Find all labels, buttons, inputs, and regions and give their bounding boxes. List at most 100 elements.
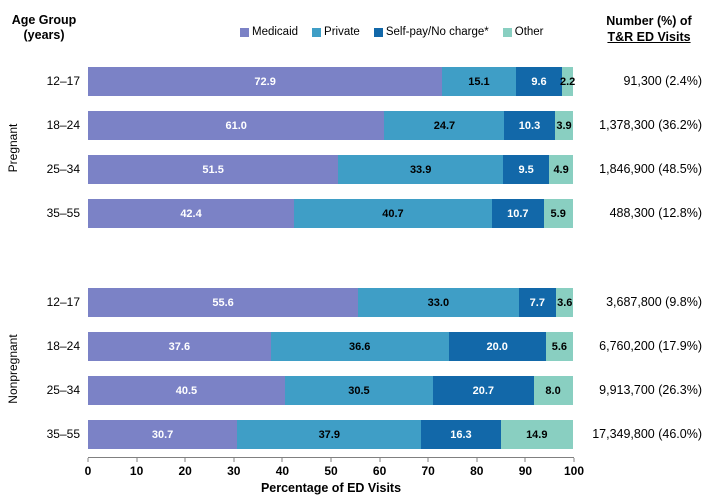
axis-tick-label: 20: [178, 464, 192, 478]
legend-label: Other: [514, 26, 544, 38]
bar-value-label: 5.6: [551, 340, 568, 353]
legend-item-medicaid: Medicaid: [240, 26, 298, 38]
bar-value-label: 15.1: [468, 75, 490, 88]
bar-value-label: 40.5: [175, 384, 198, 397]
bar-segment-self-pay-no-charge: 9.6: [515, 67, 563, 96]
bar-value-label: 20.7: [472, 384, 495, 397]
axis-tick: [136, 458, 138, 462]
bar-segment-medicaid: 61.0: [88, 111, 385, 140]
axis-tick: [524, 458, 526, 462]
legend-label: Private: [324, 26, 360, 38]
row-total: 1,846,900 (48.5%): [599, 162, 702, 176]
row-total: 6,760,200 (17.9%): [599, 339, 702, 353]
bar-value-label: 10.7: [507, 207, 529, 220]
legend-item-other: Other: [502, 26, 544, 38]
bar-row-pregnant-12-17: 72.9 15.1 9.6 2.2: [88, 67, 576, 96]
bar-segment-other: 3.9: [554, 111, 574, 140]
axis-tick-label: 0: [84, 464, 92, 478]
age-label-nonpregnant-25-34: 25–34: [46, 383, 80, 397]
right-header: Number (%) of T&R ED Visits: [592, 13, 706, 45]
bar-segment-other: 3.6: [556, 288, 574, 317]
axis-tick-label: 80: [470, 464, 484, 478]
bar-value-label: 24.7: [433, 119, 456, 132]
age-label-pregnant-35-55: 35–55: [46, 206, 80, 220]
bar-segment-other: 14.9: [500, 420, 573, 449]
row-total: 17,349,800 (46.0%): [592, 427, 702, 441]
axis-tick: [476, 458, 478, 462]
row-total: 9,913,700 (26.3%): [599, 383, 702, 397]
row-total: 3,687,800 (9.8%): [606, 295, 702, 309]
age-label-pregnant-12-17: 12–17: [46, 74, 80, 88]
axis-tick-label: 90: [518, 464, 533, 478]
age-group-header-line1: Age Group: [11, 13, 77, 27]
bar-segment-private: 15.1: [442, 67, 516, 96]
age-label-pregnant-18-24: 18–24: [46, 118, 80, 132]
bar-segment-medicaid: 51.5: [88, 155, 339, 184]
bar-value-label: 4.9: [553, 163, 569, 176]
age-group-header-line2: (years): [23, 28, 65, 42]
x-axis-label: Percentage of ED Visits: [260, 481, 402, 495]
bar-row-nonpregnant-35-55: 30.7 37.9 16.3 14.9: [88, 420, 574, 449]
bar-value-label: 5.9: [550, 207, 566, 220]
axis-tick-label: 30: [227, 464, 241, 478]
bar-segment-private: 40.7: [294, 199, 492, 228]
bar-row-pregnant-35-55: 42.4 40.7 10.7 5.9: [88, 199, 574, 228]
age-label-nonpregnant-35-55: 35–55: [46, 427, 80, 441]
bar-segment-private: 36.6: [270, 332, 449, 361]
bar-segment-other: 4.9: [549, 155, 573, 184]
bar-value-label: 14.9: [526, 428, 548, 441]
bar-value-label: 3.6: [557, 296, 573, 309]
age-group-header: Age Group (years): [2, 13, 86, 43]
bar-segment-private: 30.5: [284, 376, 434, 405]
legend: Medicaid Private Self-pay/No charge* Other: [240, 26, 544, 38]
bar-value-label: 40.7: [382, 207, 404, 220]
axis-tick-label: 60: [372, 464, 387, 478]
bar-value-label: 42.4: [180, 207, 202, 220]
bar-value-label: 33.9: [409, 163, 432, 176]
bar-value-label: 37.9: [318, 428, 340, 441]
axis-tick: [427, 458, 429, 462]
axis-tick: [573, 458, 575, 462]
axis-tick-label: 10: [129, 464, 144, 478]
bar-value-label: 10.3: [518, 119, 541, 132]
legend-swatch-self-pay-no-charge: [373, 27, 383, 37]
bar-row-pregnant-25-34: 51.5 33.9 9.5 4.9: [88, 155, 574, 184]
axis-tick: [330, 458, 332, 462]
legend-swatch-private: [312, 27, 322, 37]
bar-segment-other: 5.6: [545, 332, 573, 361]
legend-swatch-medicaid: [240, 27, 249, 37]
bar-segment-self-pay-no-charge: 9.5: [503, 155, 550, 184]
bar-segment-self-pay-no-charge: 16.3: [421, 420, 501, 449]
bar-segment-medicaid: 37.6: [88, 332, 271, 361]
bar-segment-self-pay-no-charge: 20.0: [448, 332, 546, 361]
bar-value-label: 9.6: [531, 75, 547, 88]
axis-tick: [87, 458, 89, 462]
bar-value-label: 51.5: [202, 163, 224, 176]
bar-row-nonpregnant-25-34: 40.5 30.5 20.7 8.0: [88, 376, 574, 405]
legend-label: Medicaid: [252, 26, 299, 38]
bar-segment-self-pay-no-charge: 20.7: [433, 376, 534, 405]
row-total: 1,378,300 (36.2%): [599, 118, 702, 132]
axis-tick-label: 70: [421, 464, 435, 478]
bar-value-label: 30.7: [151, 428, 174, 441]
bar-segment-medicaid: 42.4: [88, 199, 295, 228]
axis-tick: [184, 458, 186, 462]
age-label-nonpregnant-12-17: 12–17: [46, 295, 80, 309]
age-label-pregnant-25-34: 25–34: [46, 162, 80, 176]
bar-value-label: 55.6: [212, 296, 234, 309]
bar-value-label: 2.2: [560, 75, 576, 88]
bar-value-label: 36.6: [348, 340, 371, 353]
axis-tick-label: 100: [563, 464, 585, 478]
legend-item-self-pay-no-charge: Self-pay/No charge*: [373, 26, 489, 38]
bar-value-label: 37.6: [168, 340, 191, 353]
bar-segment-self-pay-no-charge: 7.7: [518, 288, 556, 317]
bar-segment-private: 33.9: [338, 155, 504, 184]
bar-segment-private: 37.9: [237, 420, 422, 449]
axis-tick: [233, 458, 235, 462]
row-total: 91,300 (2.4%): [623, 74, 702, 88]
bar-segment-other: 5.9: [543, 199, 573, 228]
bar-value-label: 3.9: [556, 119, 572, 132]
age-label-nonpregnant-18-24: 18–24: [46, 339, 80, 353]
